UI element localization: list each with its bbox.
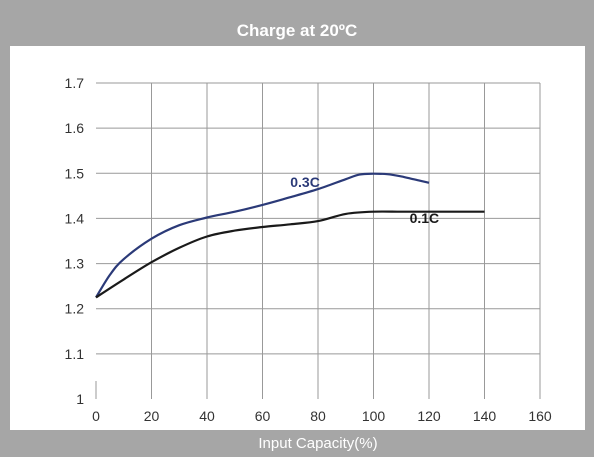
x-tick-label: 80 (310, 408, 326, 424)
plot-panel (10, 46, 585, 430)
series-label-0.3C: 0.3C (290, 174, 320, 190)
y-tick-label: 1.1 (65, 346, 85, 362)
y-tick-label: 1.5 (65, 165, 85, 181)
x-tick-label: 100 (362, 408, 386, 424)
y-tick-label: 1 (76, 391, 84, 407)
y-axis-label: Voltage (V) (19, 205, 36, 279)
x-tick-label: 160 (528, 408, 552, 424)
x-tick-label: 120 (417, 408, 441, 424)
series-line-0.3C (95, 172, 430, 298)
x-tick-label: 20 (144, 408, 160, 424)
gridlines (95, 82, 541, 399)
series-labels: 0.3C 0.1C (290, 174, 439, 226)
tick-labels: 1 1.1 1.2 1.3 1.4 1.5 1.6 1.7 0 20 40 60 80 100 120 140… (65, 75, 552, 424)
y-tick-label: 1.2 (65, 301, 85, 317)
chart-title: Charge at 20ºC (237, 21, 358, 40)
x-tick-label: 0 (92, 408, 100, 424)
x-tick-label: 140 (473, 408, 497, 424)
x-tick-label: 40 (199, 408, 215, 424)
x-axis-label: Input Capacity(%) (258, 435, 377, 452)
series-label-0.1C: 0.1C (410, 210, 440, 226)
y-tick-label: 1.6 (65, 120, 85, 136)
y-tick-label: 1.3 (65, 256, 85, 272)
series-line-0.1C (95, 210, 485, 299)
x-tick-label: 60 (255, 408, 271, 424)
y-tick-label: 1.4 (65, 210, 85, 226)
y-tick-label: 1.7 (65, 75, 85, 91)
series-lines (95, 172, 485, 299)
